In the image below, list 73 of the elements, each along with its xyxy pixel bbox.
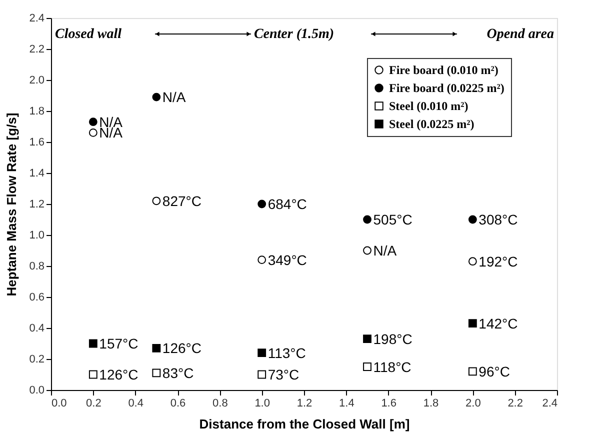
legend-label: Fire board (0.0225 m²) <box>389 81 504 95</box>
annotation: 198°C <box>373 330 412 347</box>
point <box>88 118 98 126</box>
x-tick-label: 0.4 <box>128 398 144 410</box>
y-tick-label: 0.6 <box>29 292 44 304</box>
y-tick-label: 1.0 <box>29 230 44 242</box>
annotation: N/A <box>162 89 186 106</box>
point <box>258 348 266 358</box>
y-axis-title: Heptane Mass Flow Rate [g/s] <box>4 112 20 296</box>
annotation: N/A <box>373 242 398 258</box>
point <box>88 339 98 348</box>
x-tick-label: 2.2 <box>508 398 523 410</box>
annotation: 142°C <box>478 315 518 332</box>
x-tick-label: 0.6 <box>170 398 186 410</box>
annotation: 827°C <box>162 192 202 209</box>
point <box>363 246 372 255</box>
annotation: 113°C <box>268 344 306 361</box>
x-tick-label: 2.0 <box>466 398 481 410</box>
point <box>468 215 477 224</box>
annotation: 126°C <box>162 340 202 356</box>
point <box>152 368 161 378</box>
annotation: 505°C <box>373 212 412 228</box>
point <box>258 370 266 379</box>
annotation: Center (1.5m) <box>254 27 334 42</box>
y-tick-label: 0.2 <box>29 354 44 366</box>
point <box>258 256 266 264</box>
x-tick-label: 0.0 <box>52 398 67 410</box>
annotation: 308°C <box>478 212 518 228</box>
x-tick-label: 0.8 <box>212 398 228 410</box>
annotation: 118°C <box>373 358 412 375</box>
legend-label: Fire board (0.010 m²) <box>389 63 498 77</box>
point <box>152 344 161 352</box>
point <box>152 92 161 102</box>
x-tick-label: 1.6 <box>381 398 396 410</box>
legend-label: Steel (0.0225 m²) <box>389 117 474 131</box>
annotation: 192°C <box>478 253 518 270</box>
x-axis-title: Distance from the Closed Wall [m] <box>199 416 410 432</box>
point <box>88 370 98 379</box>
y-tick-label: 2.4 <box>29 12 44 24</box>
y-tick-label: 1.6 <box>29 136 44 148</box>
y-tick-label: 0.8 <box>29 260 44 272</box>
legend-label: Steel (0.010 m²) <box>389 99 468 113</box>
annotation: Opend area <box>486 27 554 42</box>
point <box>468 257 477 266</box>
annotation: 157°C <box>99 336 138 352</box>
x-tick-label: 0.2 <box>86 398 102 410</box>
point <box>468 367 477 376</box>
x-tick-label: 2.4 <box>542 398 558 410</box>
annotation: 73°C <box>268 366 300 382</box>
y-tick-label: 1.8 <box>29 106 44 118</box>
annotation: 83°C <box>162 364 194 381</box>
point <box>363 215 372 224</box>
y-tick-label: 2.2 <box>29 44 44 56</box>
point <box>468 319 477 328</box>
x-tick-label: 1.8 <box>423 398 439 410</box>
annotation: 126°C <box>99 366 138 382</box>
y-tick-label: 0.4 <box>29 322 44 334</box>
point <box>363 362 372 371</box>
annotation: 96°C <box>478 363 510 380</box>
point <box>363 334 372 344</box>
point <box>88 128 98 137</box>
x-tick-label: 1.4 <box>339 398 354 410</box>
x-tick-label: 1.0 <box>254 398 270 410</box>
point <box>258 200 266 208</box>
y-tick-label: 1.4 <box>29 168 44 180</box>
y-tick-label: 0.0 <box>29 384 44 396</box>
x-tick-label: 1.2 <box>296 398 312 410</box>
y-tick-label: 1.2 <box>29 198 44 210</box>
annotation: 349°C <box>268 252 307 268</box>
annotation: Closed wall <box>55 27 122 42</box>
point <box>152 196 161 206</box>
y-tick-label: 2.0 <box>29 74 44 86</box>
annotation: 684°C <box>268 196 307 212</box>
